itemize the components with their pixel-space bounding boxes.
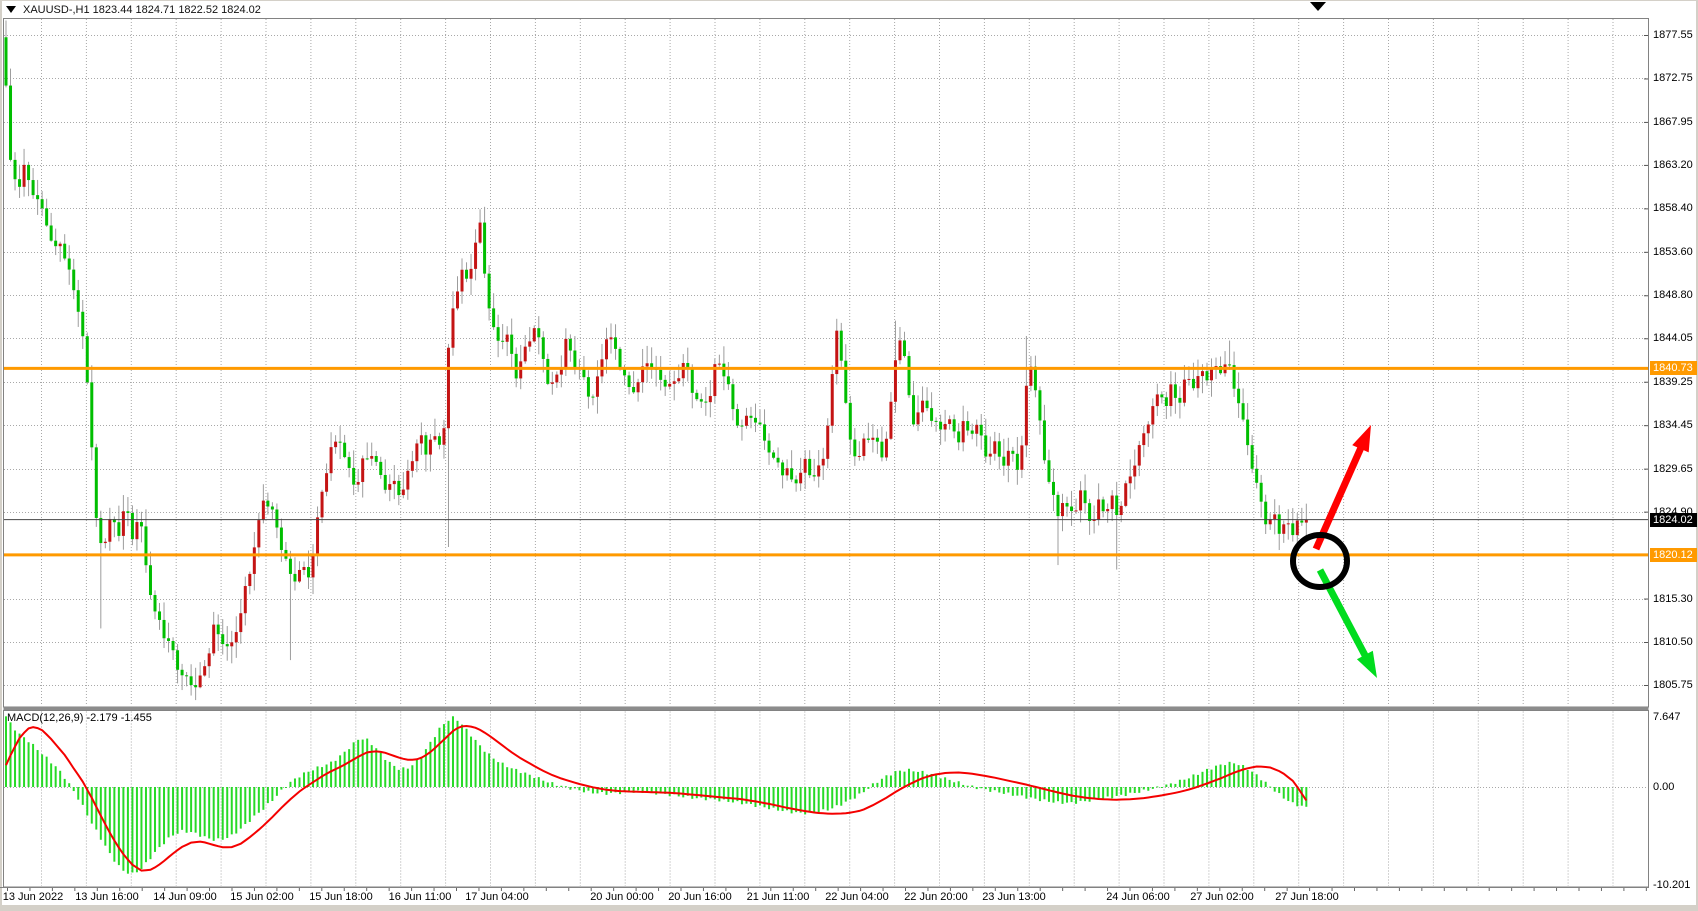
hline-price-badge-upper: 1840.73: [1650, 361, 1697, 376]
price-chart-canvas[interactable]: [0, 0, 1649, 906]
time-tick-label: 15 Jun 02:00: [230, 891, 294, 903]
price-tick-label: 1805.75: [1653, 679, 1693, 691]
time-tick-label: 13 Jun 16:00: [75, 891, 139, 903]
bullish-scenario-arrow[interactable]: [1312, 425, 1371, 551]
price-tick-label: 1858.40: [1653, 202, 1693, 215]
time-tick-label: 27 Jun 18:00: [1275, 891, 1339, 903]
price-tick-label: 1829.65: [1653, 462, 1693, 475]
price-tick-label: 1839.25: [1653, 375, 1693, 388]
time-tick-label: 20 Jun 00:00: [590, 891, 654, 903]
candlestick-series: [4, 20, 1308, 701]
analyst-annotations[interactable]: [1290, 2, 1377, 678]
chart-title: XAUUSD-,H1 1823.44 1824.71 1822.52 1824.…: [23, 3, 261, 16]
macd-scale-zero: 0.00: [1653, 781, 1675, 793]
time-tick-label: 13 Jun 2022: [2, 891, 64, 903]
time-tick-label: 23 Jun 13:00: [982, 891, 1046, 903]
price-tick-label: 1844.05: [1653, 332, 1693, 345]
time-tick-label: 14 Jun 09:00: [153, 891, 217, 903]
current-price-badge: 1824.02: [1650, 512, 1697, 527]
price-tick-label: 1848.80: [1653, 289, 1693, 302]
time-tick-label: 21 Jun 11:00: [746, 891, 810, 903]
price-tick-label: 1810.50: [1653, 636, 1693, 648]
time-tick-label: 16 Jun 11:00: [388, 891, 452, 903]
time-tick-label: 22 Jun 04:00: [825, 891, 889, 903]
hline-price-badge-lower: 1820.12: [1650, 547, 1697, 562]
time-pointer-marker: [1310, 2, 1326, 11]
decision-zone-circle[interactable]: [1290, 532, 1350, 590]
time-tick-label: 27 Jun 02:00: [1190, 891, 1254, 903]
macd-scale-min: -10.201: [1653, 879, 1691, 891]
time-tick-label: 20 Jun 16:00: [668, 891, 732, 903]
time-tick-label: 24 Jun 06:00: [1106, 891, 1170, 903]
horizontal-support-resistance-lines[interactable]: [4, 366, 1648, 557]
price-tick-label: 1877.55: [1653, 29, 1693, 41]
time-tick-label: 22 Jun 20:00: [904, 891, 968, 903]
macd-histogram: [5, 716, 1308, 874]
price-tick-label: 1863.20: [1653, 158, 1693, 171]
price-tick-label: 1834.45: [1653, 419, 1693, 432]
macd-indicator-label: MACD(12,26,9) -2.179 -1.455: [7, 712, 152, 724]
chart-symbol-icon: [6, 6, 16, 13]
macd-signal-line: [5, 724, 1308, 872]
time-tick-label: 15 Jun 18:00: [309, 891, 373, 903]
chart-title-bar: XAUUSD-,H1 1823.44 1824.71 1822.52 1824.…: [4, 2, 261, 17]
grid: [4, 19, 1648, 886]
price-tick-label: 1872.75: [1653, 72, 1693, 85]
time-tick-label: 17 Jun 04:00: [465, 891, 529, 903]
price-tick-label: 1867.95: [1653, 115, 1693, 128]
price-tick-label: 1815.30: [1653, 592, 1693, 605]
macd-scale-max: 7.647: [1653, 711, 1681, 723]
price-tick-label: 1853.60: [1653, 245, 1693, 258]
